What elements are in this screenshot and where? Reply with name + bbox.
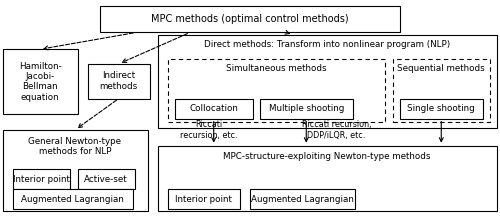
Bar (392, 59, 490, 122)
Text: Single shooting: Single shooting (408, 104, 475, 113)
Bar (260, 99, 352, 119)
Bar (100, 6, 400, 32)
Bar (12, 189, 132, 209)
Text: Interior point: Interior point (176, 195, 232, 204)
Text: Active-set: Active-set (84, 175, 128, 184)
Bar (158, 146, 496, 211)
Text: MPC-structure-exploiting Newton-type methods: MPC-structure-exploiting Newton-type met… (223, 152, 431, 161)
Bar (400, 99, 482, 119)
Bar (2, 130, 148, 211)
Text: Interior point: Interior point (13, 175, 70, 184)
Bar (250, 189, 355, 209)
Text: Riccati recursion,
DDP/iLQR, etc.: Riccati recursion, DDP/iLQR, etc. (302, 120, 371, 140)
Text: Sequential methods: Sequential methods (398, 64, 485, 73)
Text: MPC methods (optimal control methods): MPC methods (optimal control methods) (151, 14, 349, 24)
Text: Augmented Lagrangian: Augmented Lagrangian (251, 195, 354, 204)
Bar (158, 35, 496, 128)
Text: Augmented Lagrangian: Augmented Lagrangian (21, 195, 124, 204)
Bar (12, 169, 70, 189)
Text: Riccati
recursion, etc.: Riccati recursion, etc. (180, 120, 238, 140)
Text: Simultaneous methods: Simultaneous methods (226, 64, 326, 73)
Text: Multiple shooting: Multiple shooting (268, 104, 344, 113)
Text: Collocation: Collocation (190, 104, 238, 113)
Bar (175, 99, 252, 119)
Bar (2, 49, 78, 114)
Bar (88, 64, 150, 99)
Text: Indirect
methods: Indirect methods (100, 71, 138, 91)
Bar (168, 59, 385, 122)
Bar (168, 189, 240, 209)
Bar (78, 169, 135, 189)
Text: Hamilton-
Jacobi-
Bellman
equation: Hamilton- Jacobi- Bellman equation (18, 62, 62, 102)
Text: Direct methods: Transform into nonlinear program (NLP): Direct methods: Transform into nonlinear… (204, 40, 450, 49)
Text: General Newton-type
methods for NLP: General Newton-type methods for NLP (28, 137, 122, 156)
